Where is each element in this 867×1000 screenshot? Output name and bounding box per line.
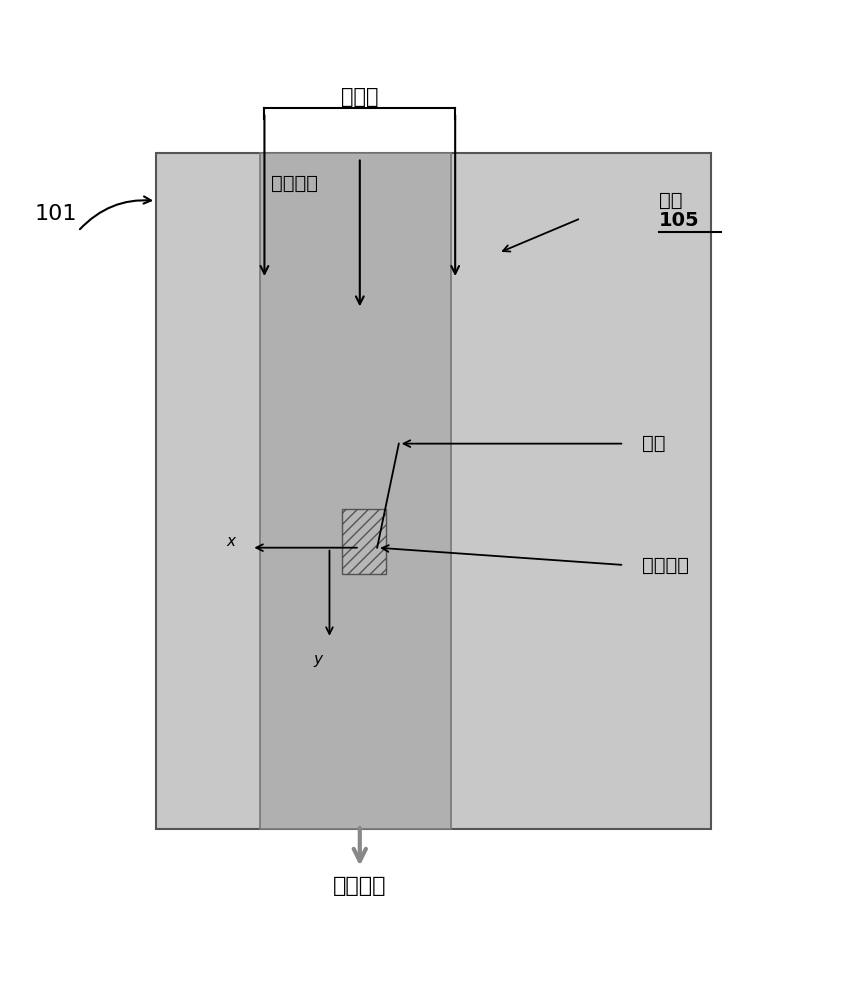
Text: 流动方向: 流动方向 <box>333 876 387 896</box>
Text: 基板: 基板 <box>659 191 682 210</box>
Bar <box>156 153 711 829</box>
Text: y: y <box>314 652 323 667</box>
Text: 101: 101 <box>35 204 77 224</box>
Text: 鞘通道: 鞘通道 <box>341 87 379 107</box>
Bar <box>342 509 386 574</box>
Text: 照射区域: 照射区域 <box>642 556 688 575</box>
Text: x: x <box>227 534 236 549</box>
Bar <box>260 153 451 829</box>
Text: 105: 105 <box>659 211 700 230</box>
Text: 细胞: 细胞 <box>642 434 665 453</box>
Text: 样品通道: 样品通道 <box>271 174 318 193</box>
